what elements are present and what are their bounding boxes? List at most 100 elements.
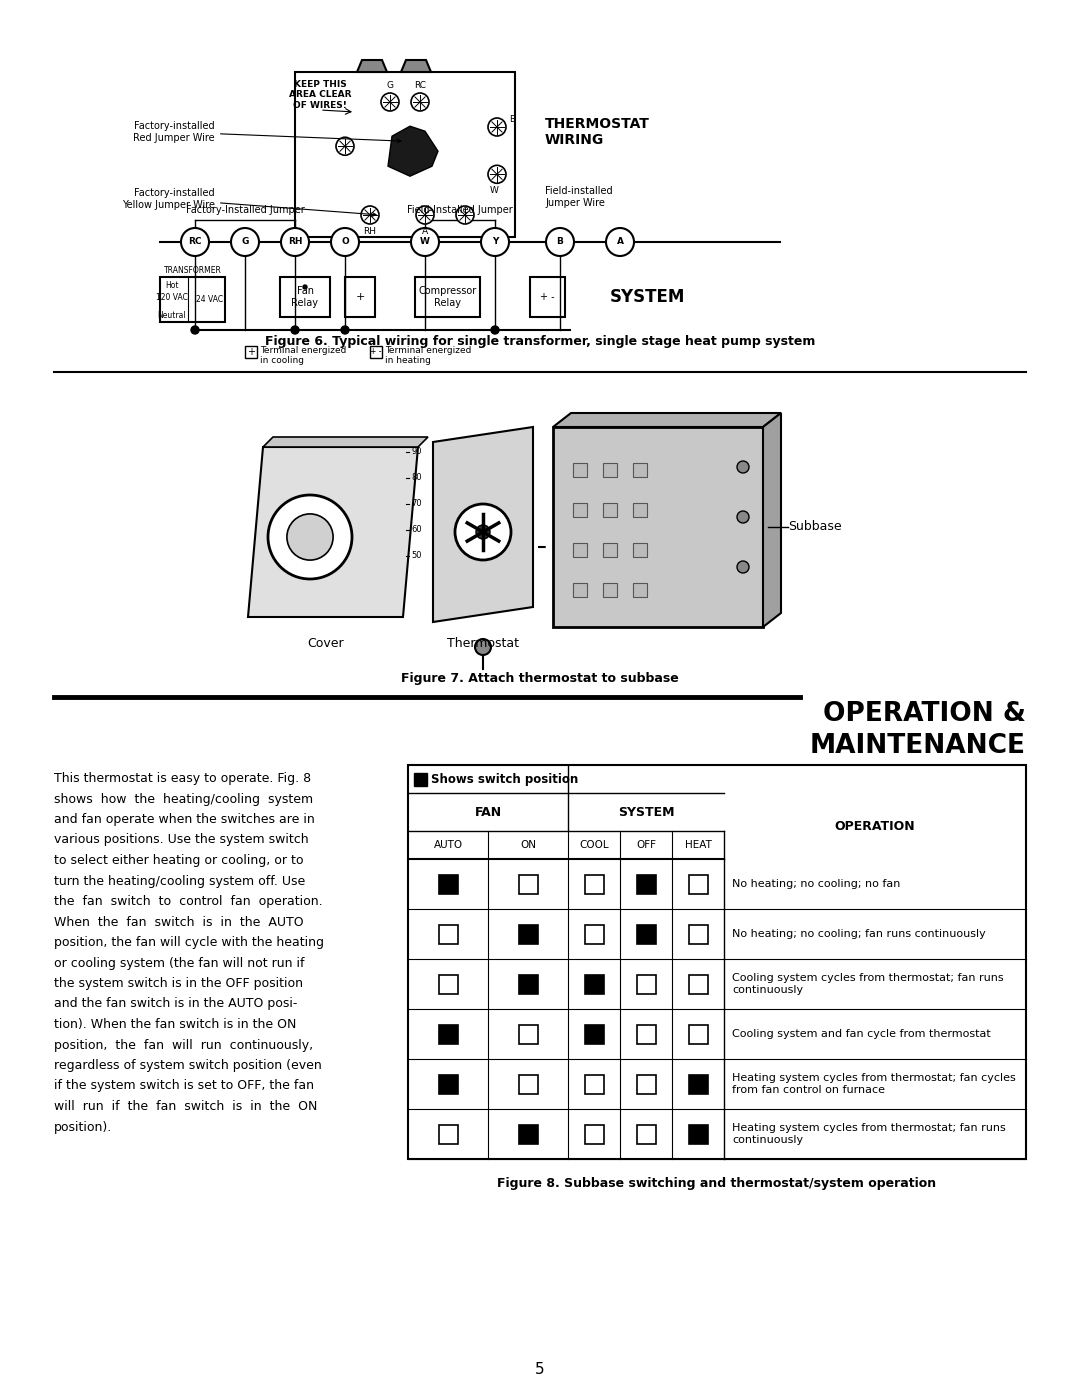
Text: AUTO: AUTO	[433, 840, 462, 849]
Text: OPERATION &: OPERATION &	[823, 701, 1026, 726]
Text: When  the  fan  switch  is  in  the  AUTO: When the fan switch is in the AUTO	[54, 915, 303, 929]
Text: W: W	[420, 237, 430, 246]
Bar	[636, 975, 656, 993]
Bar	[245, 346, 257, 358]
Text: Factory-installed
Yellow Jumper Wire: Factory-installed Yellow Jumper Wire	[122, 189, 376, 217]
Text: the  fan  switch  to  control  fan  operation.: the fan switch to control fan operation.	[54, 895, 323, 908]
Text: Cooling system and fan cycle from thermostat: Cooling system and fan cycle from thermo…	[732, 1030, 990, 1039]
Text: if the system switch is set to OFF, the fan: if the system switch is set to OFF, the …	[54, 1080, 314, 1092]
Text: + -: + -	[370, 348, 381, 356]
Text: Heating system cycles from thermostat; fan cycles
from fan control on furnace: Heating system cycles from thermostat; f…	[732, 1073, 1016, 1095]
Text: Neutral: Neutral	[158, 310, 187, 320]
Text: 5: 5	[536, 1362, 544, 1376]
Text: +: +	[355, 292, 365, 302]
Bar	[408, 766, 1026, 1160]
Text: SYSTEM: SYSTEM	[618, 806, 674, 819]
Text: +: +	[247, 346, 255, 358]
Text: and fan operate when the switches are in: and fan operate when the switches are in	[54, 813, 314, 826]
Text: the system switch is in the OFF position: the system switch is in the OFF position	[54, 977, 303, 990]
Circle shape	[303, 285, 307, 289]
Bar	[573, 543, 588, 557]
Circle shape	[268, 495, 352, 578]
Text: Cooling system cycles from thermostat; fan runs
continuously: Cooling system cycles from thermostat; f…	[732, 974, 1003, 995]
Text: No heating; no cooling; no fan: No heating; no cooling; no fan	[732, 879, 901, 888]
Text: A: A	[617, 237, 623, 246]
Bar	[633, 583, 647, 597]
Bar	[518, 975, 538, 993]
Text: Compressor
Relay: Compressor Relay	[418, 286, 476, 307]
Text: RH: RH	[364, 226, 377, 236]
Bar	[415, 277, 480, 317]
Bar	[295, 73, 515, 237]
Bar	[573, 462, 588, 476]
Bar	[584, 975, 604, 993]
Bar	[414, 773, 427, 785]
Bar	[518, 1125, 538, 1144]
Circle shape	[475, 638, 491, 655]
Text: Factory-Installed Jumper: Factory-Installed Jumper	[186, 205, 305, 215]
Bar	[633, 543, 647, 557]
Text: position).: position).	[54, 1120, 112, 1133]
Bar	[584, 1024, 604, 1044]
Circle shape	[456, 205, 474, 224]
Bar	[438, 925, 458, 943]
Text: G: G	[241, 237, 248, 246]
Circle shape	[381, 94, 399, 110]
Polygon shape	[553, 414, 781, 427]
Bar	[518, 1024, 538, 1044]
Circle shape	[491, 326, 499, 334]
Bar	[573, 503, 588, 517]
Bar	[689, 1024, 707, 1044]
Circle shape	[737, 511, 750, 522]
Bar	[636, 1074, 656, 1094]
Circle shape	[291, 326, 299, 334]
Text: regardless of system switch position (even: regardless of system switch position (ev…	[54, 1059, 322, 1071]
Text: RC: RC	[414, 81, 426, 89]
Text: 120 VAC: 120 VAC	[157, 292, 188, 302]
Bar	[633, 503, 647, 517]
Circle shape	[341, 326, 349, 334]
Text: Field-Installed Jumper: Field-Installed Jumper	[407, 205, 513, 215]
Polygon shape	[388, 126, 438, 176]
Circle shape	[488, 165, 507, 183]
Circle shape	[281, 228, 309, 256]
Text: position, the fan will cycle with the heating: position, the fan will cycle with the he…	[54, 936, 324, 949]
Bar	[530, 277, 565, 317]
Polygon shape	[433, 427, 534, 622]
Text: Shows switch position: Shows switch position	[431, 773, 578, 785]
Polygon shape	[553, 427, 762, 627]
Text: 60: 60	[411, 525, 421, 535]
Bar	[584, 925, 604, 943]
Bar	[370, 346, 382, 358]
Text: to select either heating or cooling, or to: to select either heating or cooling, or …	[54, 854, 303, 868]
Bar	[689, 925, 707, 943]
Polygon shape	[264, 437, 428, 447]
Text: 80: 80	[411, 474, 421, 482]
Bar	[633, 462, 647, 476]
Circle shape	[330, 228, 359, 256]
Circle shape	[287, 514, 333, 560]
Circle shape	[476, 525, 490, 539]
Bar	[603, 583, 617, 597]
Text: OFF: OFF	[636, 840, 656, 849]
Text: turn the heating/cooling system off. Use: turn the heating/cooling system off. Use	[54, 875, 306, 887]
Text: RC: RC	[188, 237, 202, 246]
Bar	[438, 1074, 458, 1094]
Text: shows  how  the  heating/cooling  system: shows how the heating/cooling system	[54, 792, 313, 806]
Bar	[573, 583, 588, 597]
Text: G: G	[387, 81, 393, 89]
Text: Figure 7. Attach thermostat to subbase: Figure 7. Attach thermostat to subbase	[401, 672, 679, 685]
Bar	[603, 543, 617, 557]
Bar	[689, 1125, 707, 1144]
Text: 70: 70	[411, 500, 421, 509]
Text: KEEP THIS
AREA CLEAR
OF WIRES!: KEEP THIS AREA CLEAR OF WIRES!	[288, 80, 351, 110]
Circle shape	[606, 228, 634, 256]
Circle shape	[488, 117, 507, 136]
Bar	[518, 1074, 538, 1094]
Text: No heating; no cooling; fan runs continuously: No heating; no cooling; fan runs continu…	[732, 929, 986, 939]
Circle shape	[191, 326, 199, 334]
Bar	[438, 1125, 458, 1144]
Text: position,  the  fan  will  run  continuously,: position, the fan will run continuously,	[54, 1038, 313, 1052]
Circle shape	[336, 137, 354, 155]
Bar	[518, 925, 538, 943]
